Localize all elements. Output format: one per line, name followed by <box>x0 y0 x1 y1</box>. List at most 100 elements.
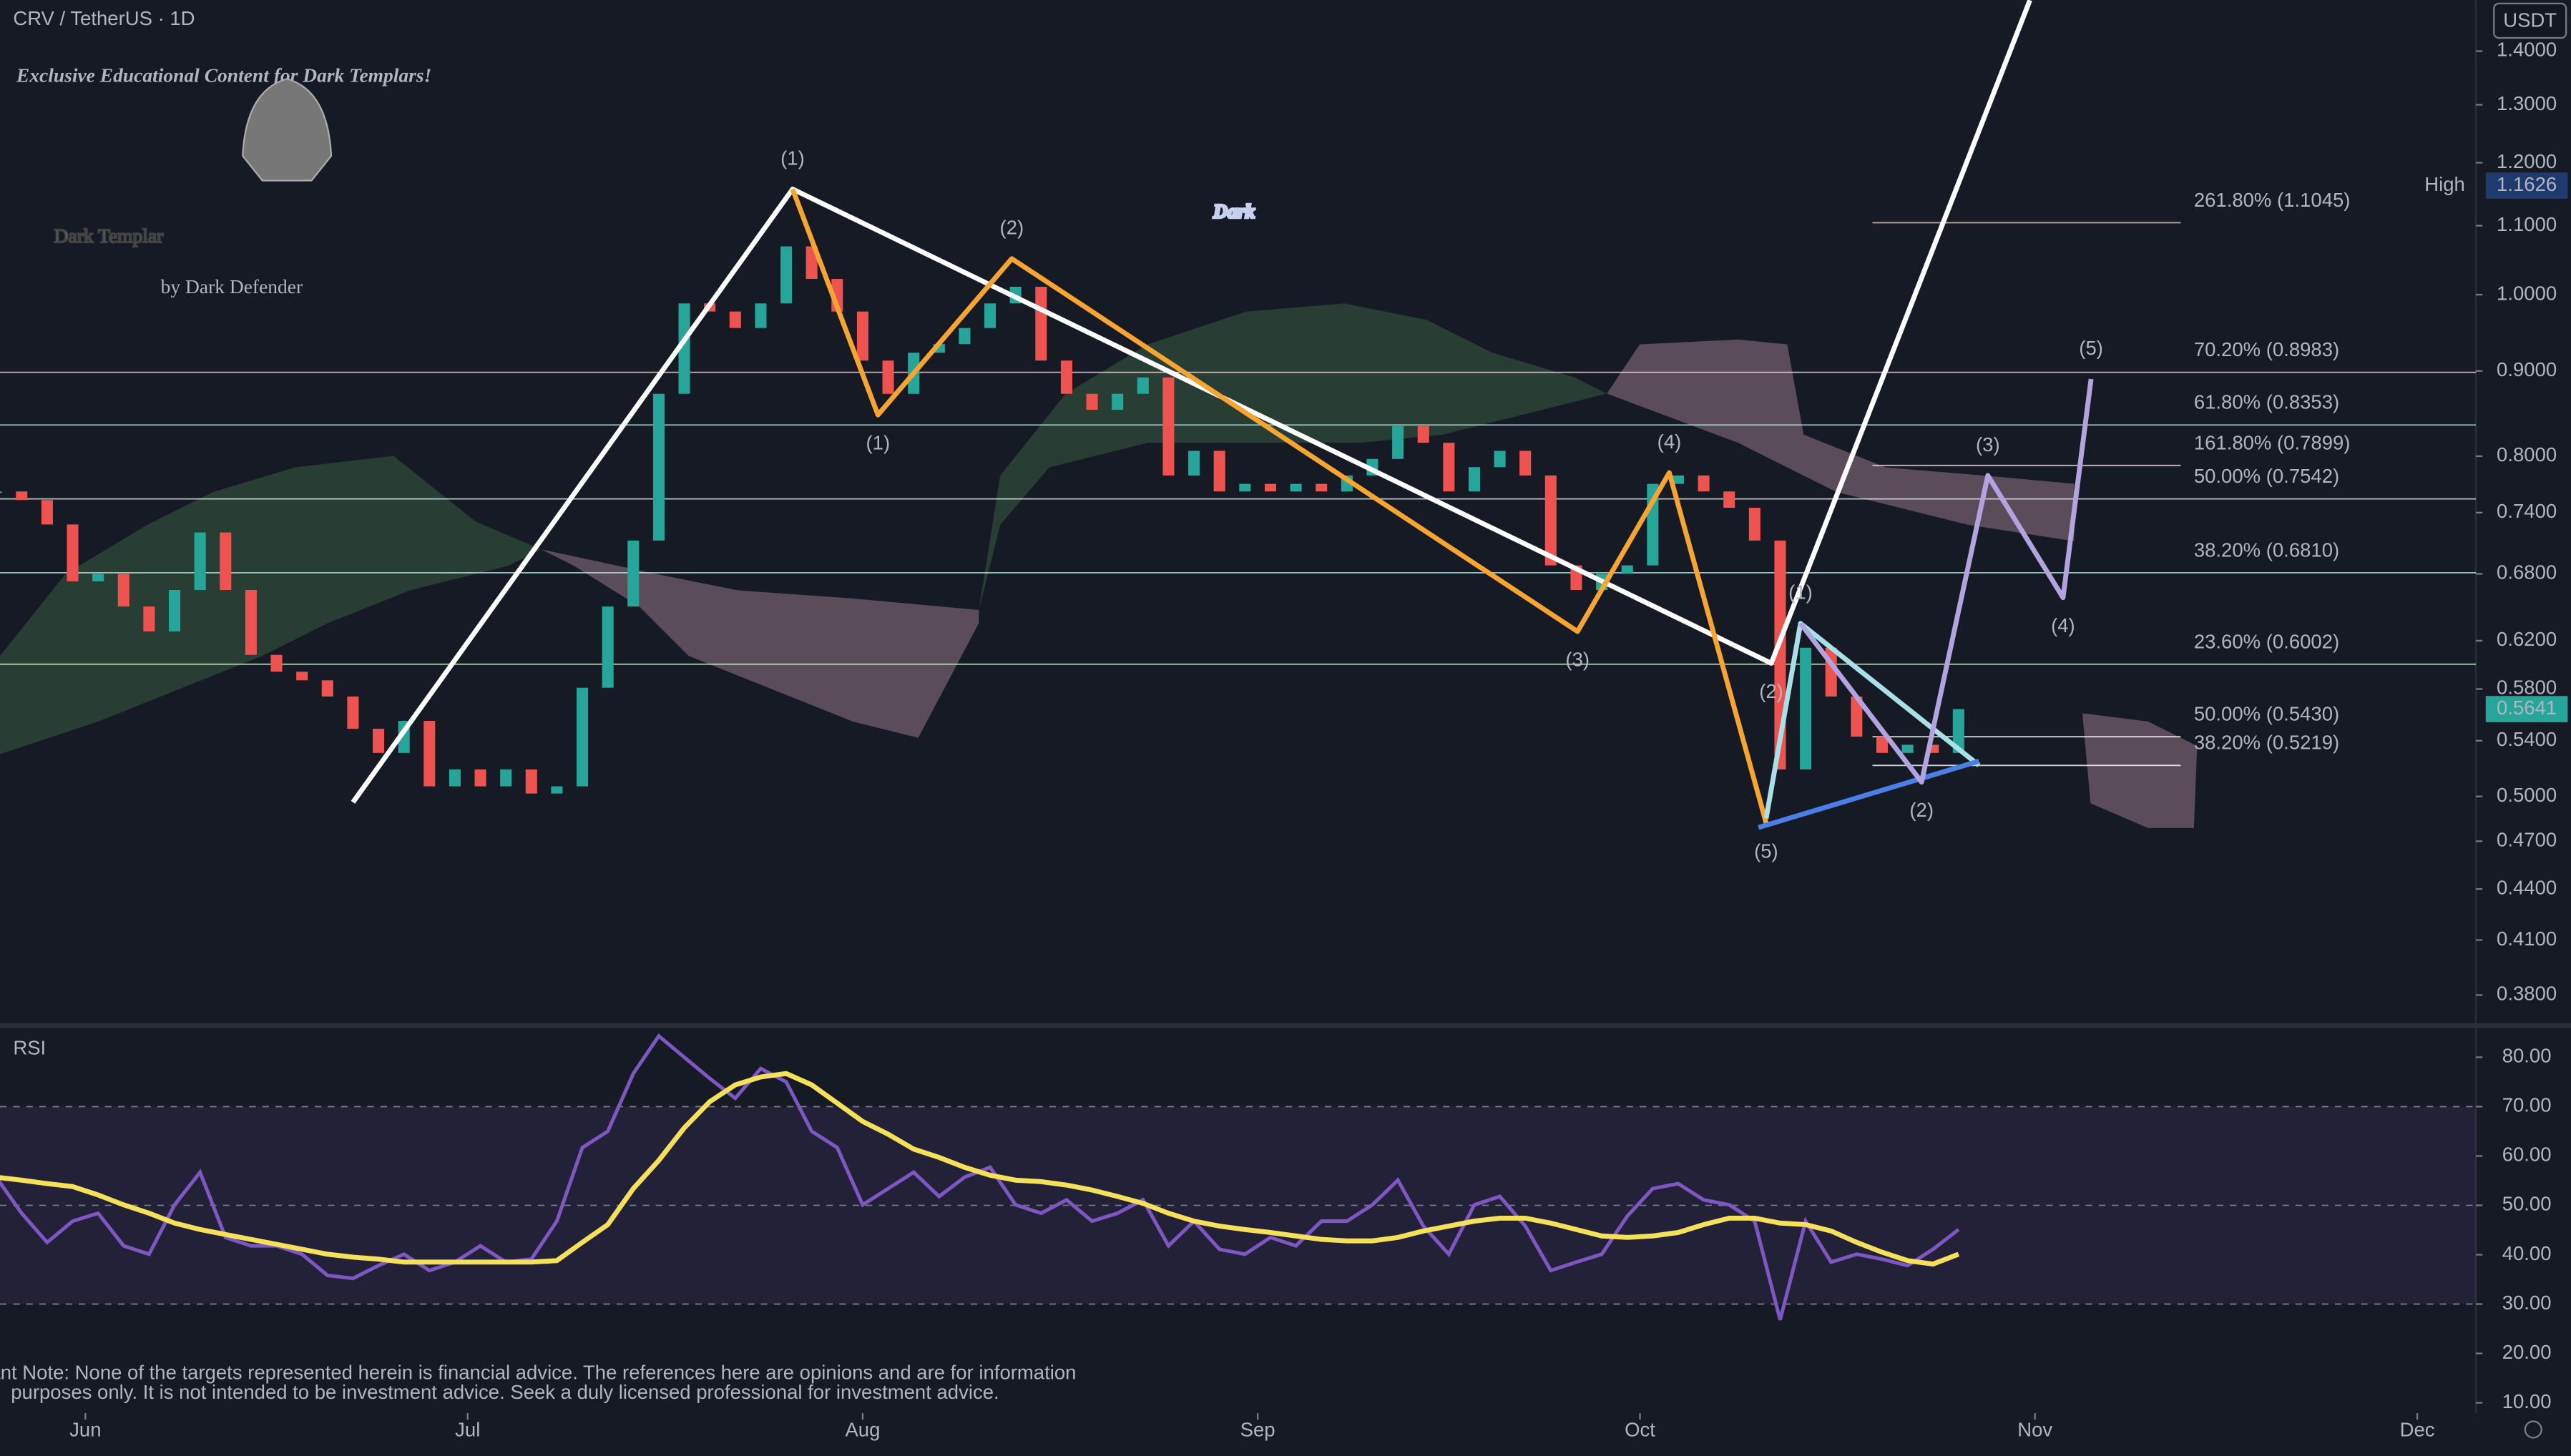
fib-label: 61.80% (0.8353) <box>2194 391 2339 413</box>
candle <box>1392 426 1404 459</box>
cloud <box>979 303 1607 610</box>
candle <box>1443 443 1455 492</box>
currency[interactable]: USDT <box>2503 9 2557 31</box>
wave-label: (5) <box>1754 840 1778 862</box>
watermark-big: Dark <box>1213 200 1255 222</box>
candle <box>729 311 741 328</box>
x-tick-label: Aug <box>845 1419 880 1441</box>
wave-label: (1) <box>1788 581 1813 604</box>
candle <box>1927 744 1939 753</box>
y-tick-label: 10.00 <box>2502 1390 2552 1412</box>
fib-label: 50.00% (0.7542) <box>2194 465 2339 487</box>
wave-label: (4) <box>2051 614 2075 636</box>
y-tick-label: 0.9000 <box>2497 358 2557 380</box>
y-tick-label: 0.7400 <box>2497 500 2557 522</box>
candle <box>423 721 436 787</box>
candle <box>1901 744 1914 753</box>
x-tick-label: Oct <box>1625 1419 1655 1441</box>
x-tick-label: Nov <box>2017 1419 2052 1441</box>
candle <box>577 687 589 787</box>
fib-label: 50.00% (0.5430) <box>2194 703 2339 725</box>
last-price: 0.5641 <box>2497 697 2557 719</box>
helmet-logo <box>242 78 333 182</box>
y-tick-label: 50.00 <box>2502 1193 2552 1215</box>
wave-label: (2) <box>1909 799 1934 821</box>
y-tick-label: 0.6800 <box>2497 561 2557 584</box>
wave-label: (1) <box>866 432 891 454</box>
candle <box>627 540 640 607</box>
currency-button[interactable] <box>2493 2 2567 39</box>
candle <box>1417 426 1429 443</box>
candle <box>1213 451 1225 492</box>
fib-label: 261.80% (1.1045) <box>2194 189 2351 211</box>
fib-label: 38.20% (0.6810) <box>2194 538 2339 561</box>
candle <box>525 769 537 794</box>
wave-line <box>1798 378 2094 785</box>
cloud <box>0 456 542 754</box>
fib-label: 23.60% (0.6002) <box>2194 630 2339 652</box>
wave-label: (2) <box>1000 217 1024 239</box>
candle <box>1876 737 1888 753</box>
y-tick-label: 1.3000 <box>2497 92 2557 114</box>
note: purposes only. It is not intended to be … <box>11 1381 999 1403</box>
candle <box>0 491 2 493</box>
y-tick-label: 1.0000 <box>2497 282 2557 304</box>
candle <box>805 246 818 280</box>
candle <box>551 786 563 794</box>
candle <box>16 491 28 501</box>
candle <box>1086 393 1098 410</box>
wave-line <box>790 188 1769 824</box>
y-tick-label: 0.6200 <box>2497 628 2557 650</box>
y-tick-label: 0.5400 <box>2497 728 2557 750</box>
y-tick-label: 0.8000 <box>2497 443 2557 466</box>
y-tick-label: 1.2000 <box>2497 150 2557 172</box>
fib-label: 161.80% (0.7899) <box>2194 431 2351 453</box>
byline: by Dark Defender <box>161 275 303 297</box>
candle <box>755 303 767 328</box>
y-tick-label: 0.5000 <box>2497 784 2557 806</box>
y-tick-label: 1.4000 <box>2497 39 2557 61</box>
wave-label: (3) <box>1976 433 2000 456</box>
banner: Exclusive Educational Content for Dark T… <box>16 64 431 86</box>
candle <box>169 590 181 631</box>
y-tick-label: 0.4400 <box>2497 876 2557 898</box>
y-tick-label: 0.4100 <box>2497 928 2557 950</box>
wave-label: (2) <box>1759 680 1783 702</box>
candle <box>1137 377 1149 394</box>
brand: Dark Templar <box>54 225 164 247</box>
y-tick-label: 0.3800 <box>2497 983 2557 1005</box>
candle <box>474 769 486 787</box>
candle <box>1672 475 1684 484</box>
candle <box>933 344 945 353</box>
candle <box>882 360 894 394</box>
candle <box>1723 491 1735 508</box>
fib-label: 70.20% (0.8983) <box>2194 338 2339 360</box>
high-value: 1.1626 <box>2497 173 2557 195</box>
candle <box>1290 483 1302 492</box>
candle <box>959 328 971 345</box>
candle <box>1188 451 1200 476</box>
wave-label: (5) <box>2079 337 2103 359</box>
wave-label: (3) <box>1565 648 1590 670</box>
x-tick-label: Jul <box>455 1419 480 1441</box>
cloud <box>1607 339 2075 541</box>
candle <box>1952 709 1964 753</box>
candle <box>1544 475 1557 566</box>
candle <box>1316 483 1328 492</box>
x-tick-label: Dec <box>2400 1419 2435 1441</box>
candle <box>347 696 359 729</box>
y-tick-label: 30.00 <box>2502 1292 2552 1314</box>
candle <box>1800 647 1812 769</box>
candle <box>1748 508 1760 541</box>
cloud <box>2082 713 2198 828</box>
pane-separator <box>0 1023 2571 1028</box>
settings-icon[interactable] <box>2524 1420 2542 1439</box>
symbol: CRV / TetherUS · 1D <box>13 7 195 29</box>
candle <box>245 590 257 655</box>
y-tick-label: 0.4700 <box>2497 829 2557 851</box>
candle <box>678 303 690 394</box>
candle <box>220 532 232 591</box>
candle <box>1035 287 1047 361</box>
candle <box>1060 360 1072 394</box>
